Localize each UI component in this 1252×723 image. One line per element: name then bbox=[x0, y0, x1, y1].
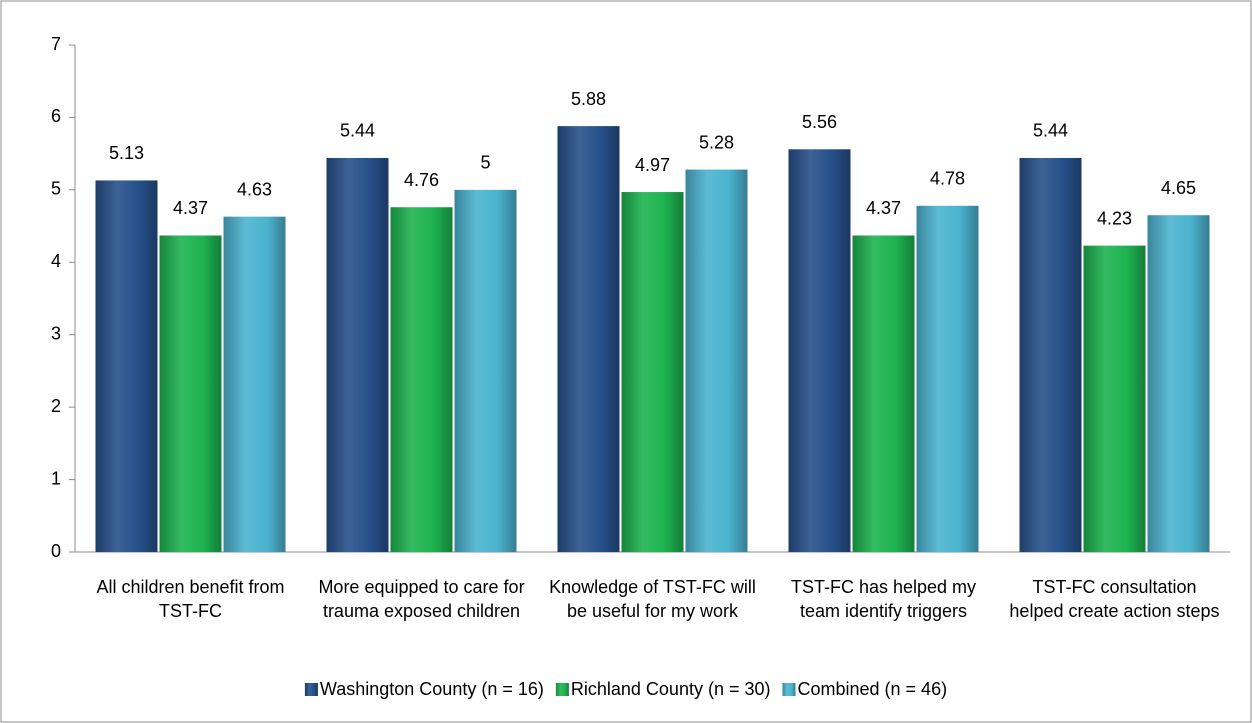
value-label: 4.23 bbox=[1097, 208, 1132, 228]
bar bbox=[852, 235, 915, 553]
y-tick-label: 6 bbox=[51, 106, 61, 126]
x-tick-label: Knowledge of TST-FC will be useful for my… bbox=[549, 577, 756, 621]
value-label: 4.37 bbox=[173, 198, 208, 218]
bar bbox=[326, 157, 389, 552]
x-tick-label: All children benefit from TST-FC bbox=[96, 577, 284, 621]
legend-label: Richland County (n = 30) bbox=[571, 679, 771, 699]
y-tick-label: 3 bbox=[51, 323, 61, 343]
value-label: 4.37 bbox=[866, 198, 901, 218]
bar bbox=[916, 205, 979, 552]
bar bbox=[159, 235, 222, 553]
value-label: 5.28 bbox=[699, 132, 734, 152]
value-label: 5.13 bbox=[109, 143, 144, 163]
bar bbox=[621, 192, 684, 552]
bar bbox=[95, 180, 158, 553]
legend-swatch bbox=[782, 683, 796, 696]
value-label: 4.65 bbox=[1161, 178, 1196, 198]
bar bbox=[1147, 215, 1210, 552]
x-tick-label: More equipped to care for trauma exposed … bbox=[318, 577, 524, 621]
value-label: 5.88 bbox=[571, 89, 606, 109]
value-label: 4.63 bbox=[237, 179, 272, 199]
bar bbox=[390, 207, 453, 553]
bar bbox=[685, 169, 748, 552]
legend-swatch bbox=[304, 683, 318, 696]
bar bbox=[1019, 157, 1082, 552]
bar bbox=[1083, 245, 1146, 552]
bar bbox=[557, 126, 620, 553]
bar bbox=[223, 216, 286, 553]
y-tick-label: 4 bbox=[51, 251, 61, 271]
legend-item: Washington County (n = 16) bbox=[304, 679, 544, 699]
value-label: 5.44 bbox=[1033, 121, 1068, 141]
x-tick-label: TST-FC consultation helped create action … bbox=[1009, 577, 1219, 621]
legend-label: Washington County (n = 16) bbox=[320, 679, 544, 699]
y-tick-label: 2 bbox=[51, 396, 61, 416]
value-label: 5.44 bbox=[340, 121, 375, 141]
y-tick-label: 0 bbox=[51, 541, 61, 561]
value-label: 4.76 bbox=[404, 170, 439, 190]
y-tick-label: 7 bbox=[51, 34, 61, 54]
legend-item: Richland County (n = 30) bbox=[555, 679, 771, 699]
value-label: 4.78 bbox=[930, 169, 965, 189]
legend-swatch bbox=[555, 683, 569, 696]
legend-label: Combined (n = 46) bbox=[797, 679, 947, 699]
y-tick-label: 1 bbox=[51, 468, 61, 488]
legend-item: Combined (n = 46) bbox=[782, 679, 947, 699]
bar bbox=[454, 189, 517, 552]
bar bbox=[788, 149, 851, 552]
value-label: 5 bbox=[480, 153, 490, 173]
value-label: 5.56 bbox=[802, 112, 837, 132]
y-tick-label: 5 bbox=[51, 179, 61, 199]
x-tick-label: TST-FC has helped my team identify trigge… bbox=[791, 577, 976, 621]
value-label: 4.97 bbox=[635, 155, 670, 175]
